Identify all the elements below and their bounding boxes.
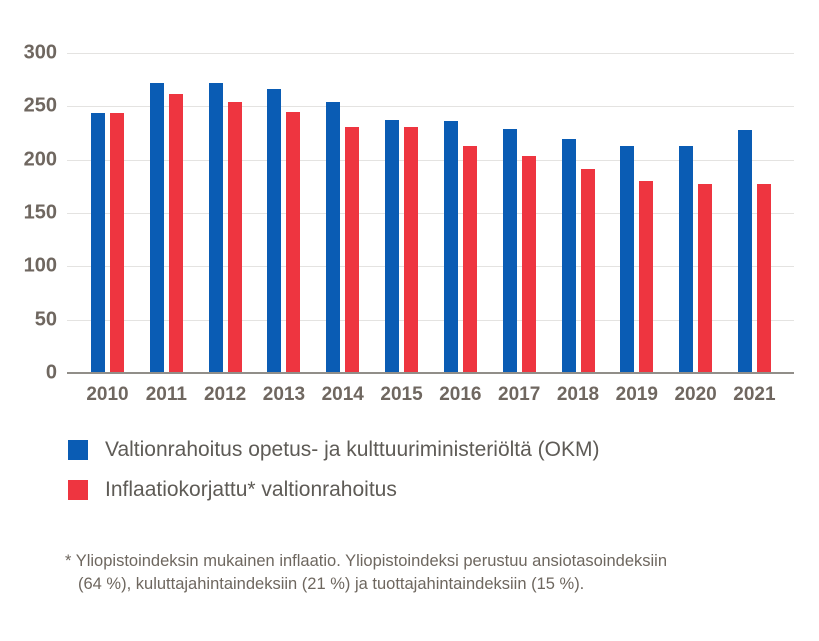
bar-2015-okm [385, 120, 400, 373]
gridline-300 [67, 53, 794, 54]
bar-group-2021: 2021 [733, 53, 776, 405]
x-axis-label-2013: 2013 [262, 384, 306, 405]
bar-2015-inflation [404, 126, 419, 373]
x-axis-label-2011: 2011 [145, 384, 187, 405]
bar-group-2018: 2018 [557, 53, 599, 405]
bar-2021-inflation [756, 184, 771, 373]
y-axis-label-300: 300 [23, 41, 57, 64]
gridline-150 [67, 213, 794, 214]
legend-item-inflation: Inflaatiokorjattu* valtionrahoitus [68, 477, 599, 501]
bar-2011-okm [149, 82, 164, 373]
gridline-200 [67, 159, 794, 161]
bar-2010-inflation [110, 112, 124, 373]
x-axis-label-2010: 2010 [86, 384, 129, 405]
bar-2016-okm [443, 121, 458, 373]
bar-2020-okm [679, 145, 694, 373]
bar-group-2019: 2019 [616, 53, 658, 405]
bar-group-2017: 2017 [498, 53, 540, 405]
bar-2020-inflation [698, 184, 713, 373]
bar-2018-okm [561, 139, 576, 373]
footnote-line-1: * Yliopistoindeksin mukainen inflaatio. … [65, 552, 668, 570]
bar-group-2014: 2014 [322, 53, 364, 405]
bar-2013-inflation [286, 111, 301, 373]
bar-2019-inflation [639, 181, 654, 373]
y-axis-label-250: 250 [23, 94, 57, 117]
y-axis: 300 250 200 150 100 50 0 [0, 42, 57, 384]
x-axis-label-2015: 2015 [380, 384, 423, 405]
x-axis-line [67, 372, 794, 374]
x-axis-label-2014: 2014 [321, 384, 364, 405]
bar-2010-okm [91, 112, 105, 373]
bar-group-2015: 2015 [380, 53, 423, 405]
bar-2017-okm [502, 128, 517, 373]
x-axis-label-2016: 2016 [439, 384, 482, 405]
bar-2011-inflation [168, 93, 183, 373]
bar-2021-okm [737, 129, 752, 373]
footnote: * Yliopistoindeksin mukainen inflaatio. … [65, 550, 667, 596]
x-axis-label-2021: 2021 [733, 384, 776, 405]
legend-swatch-red [68, 479, 88, 500]
bar-2014-inflation [345, 126, 360, 373]
bar-group-2012: 2012 [204, 53, 246, 405]
bar-2013-okm [267, 89, 282, 373]
bar-group-2020: 2020 [674, 53, 717, 405]
bar-2019-okm [620, 145, 635, 373]
bar-2014-okm [326, 102, 341, 373]
y-axis-label-0: 0 [45, 361, 57, 384]
gridline-50 [67, 319, 794, 321]
legend-label-okm: Valtionrahoitus opetus- ja kulttuurimini… [105, 437, 600, 461]
bar-group-2010: 2010 [86, 53, 129, 405]
x-axis-label-2019: 2019 [615, 384, 658, 405]
legend-item-okm: Valtionrahoitus opetus- ja kulttuurimini… [68, 437, 600, 461]
x-axis-label-2018: 2018 [556, 384, 600, 405]
legend-label-inflation: Inflaatiokorjattu* valtionrahoitus [105, 477, 397, 501]
bar-2017-inflation [521, 156, 536, 373]
plot-area: 2010 2011 2012 2013 2014 2015 2016 2017 2018 2019… [67, 53, 794, 405]
y-axis-label-150: 150 [23, 201, 57, 224]
y-axis-label-50: 50 [34, 308, 57, 331]
bar-groups: 2010 2011 2012 2013 2014 2015 2016 2017 2018 2019… [67, 53, 794, 405]
gridline-250 [67, 106, 794, 108]
legend-swatch-blue [68, 439, 88, 460]
x-axis-label-2020: 2020 [674, 384, 717, 405]
x-axis-label-2017: 2017 [498, 384, 541, 405]
bar-2012-inflation [227, 102, 242, 373]
y-axis-label-200: 200 [23, 148, 57, 171]
bar-group-2013: 2013 [263, 53, 305, 405]
gridline-100 [67, 266, 794, 268]
bar-group-2016: 2016 [439, 53, 482, 405]
y-axis-label-100: 100 [23, 254, 57, 277]
bar-2016-inflation [462, 145, 477, 373]
x-axis-label-2012: 2012 [203, 384, 247, 405]
footnote-line-2: (64 %), kuluttajahintaindeksiin (21 %) j… [78, 575, 585, 593]
bar-2018-inflation [580, 169, 595, 373]
bar-2012-okm [208, 82, 223, 373]
legend: Valtionrahoitus opetus- ja kulttuurimini… [68, 437, 600, 519]
bar-group-2011: 2011 [146, 53, 187, 405]
